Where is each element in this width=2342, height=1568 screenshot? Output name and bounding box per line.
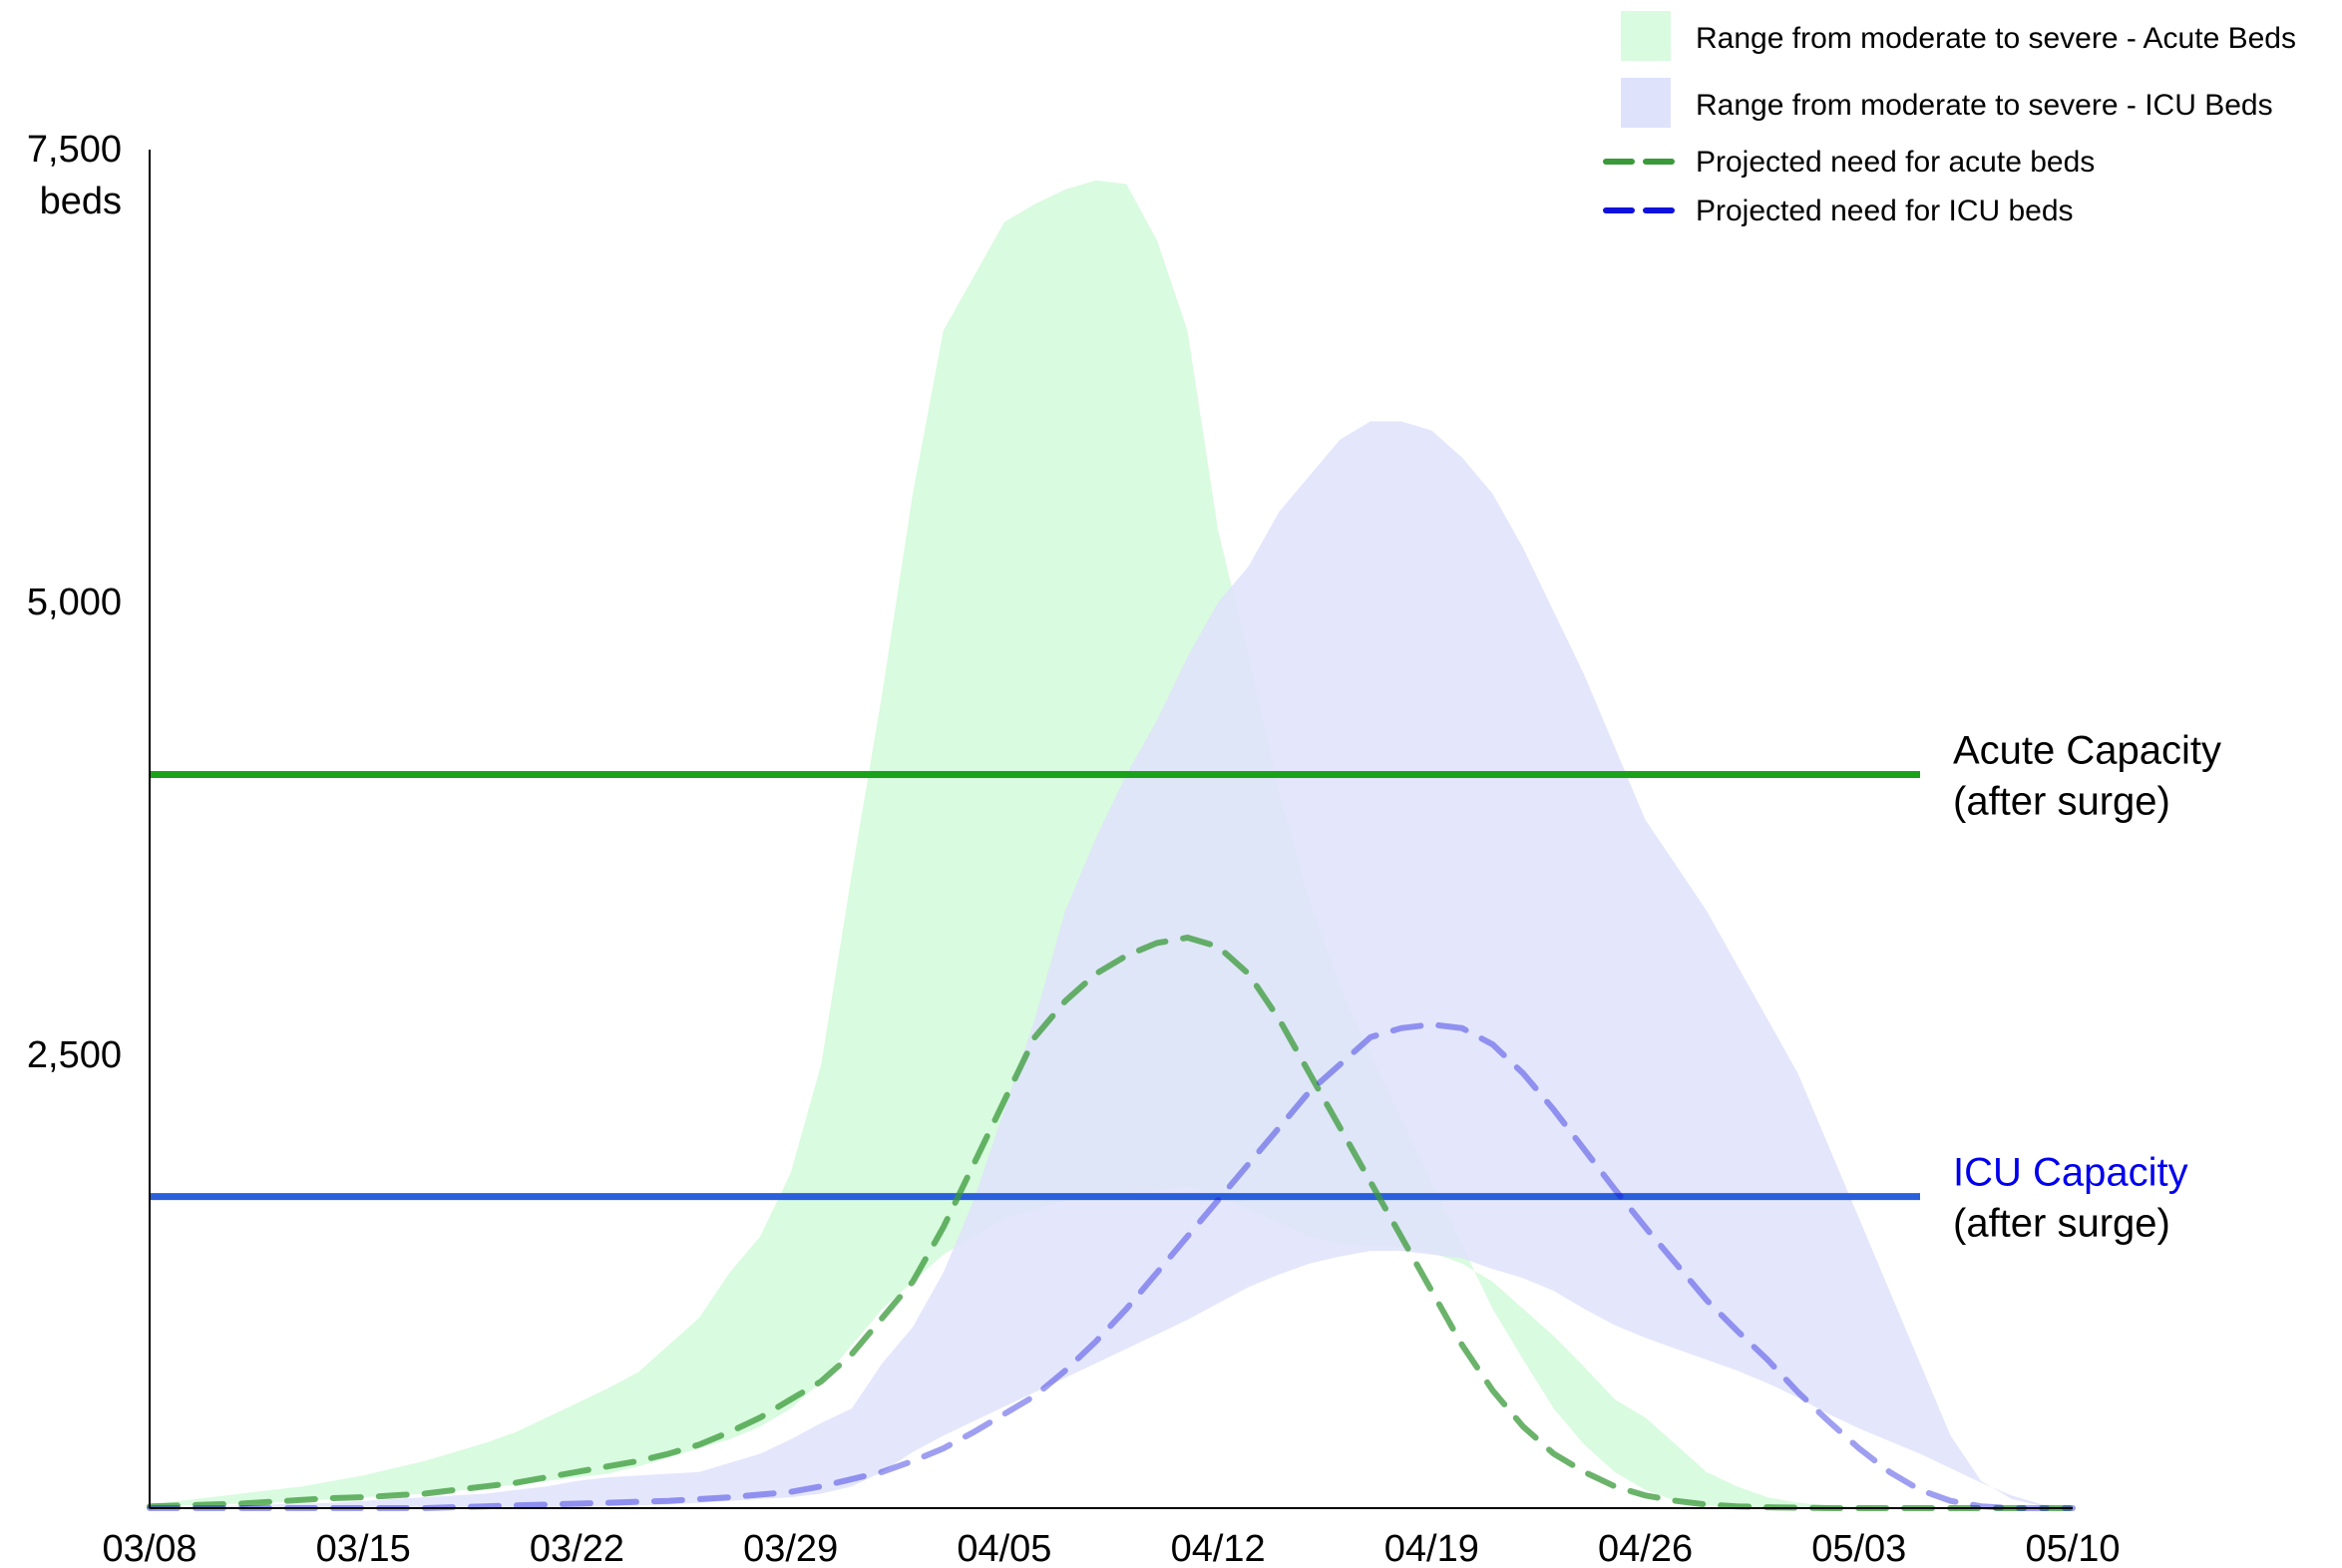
- x-tick-label: 03/08: [102, 1528, 196, 1568]
- axes: [149, 150, 2073, 1509]
- icu-capacity-sublabel: (after surge): [1953, 1202, 2170, 1246]
- y-tick-label: 2,500: [27, 1034, 122, 1076]
- x-tick-label: 05/03: [1811, 1528, 1906, 1568]
- acute-capacity-label: Acute Capacity: [1953, 729, 2221, 773]
- y-tick-label: 5,000: [27, 582, 122, 623]
- legend-label: Projected need for acute beds: [1696, 146, 2095, 179]
- x-tick-label: 04/19: [1384, 1528, 1479, 1568]
- projection-lines: [147, 934, 2076, 1511]
- x-tick-label: 03/15: [316, 1528, 411, 1568]
- series-line-acute: [147, 934, 2076, 1511]
- legend: Range from moderate to severe - Acute Be…: [1603, 11, 2296, 227]
- y-tick-label: 7,500: [27, 129, 122, 171]
- capacity-lines: [150, 771, 1920, 1201]
- capacity-labels: Acute Capacity (after surge) ICU Capacity (…: [1953, 729, 2221, 1246]
- x-tick-labels: 03/08 03/15 03/22 03/29 04/05 04/12 04/19 04/26…: [102, 1528, 2120, 1568]
- y-unit-label: beds: [40, 181, 122, 222]
- acute-capacity-sublabel: (after surge): [1953, 780, 2170, 824]
- series-line-icu: [147, 1021, 2076, 1511]
- legend-label: Projected need for ICU beds: [1696, 195, 2074, 227]
- legend-label: Range from moderate to severe - ICU Beds: [1696, 89, 2273, 122]
- x-tick-label: 03/29: [743, 1528, 838, 1568]
- x-tick-label: 04/26: [1598, 1528, 1693, 1568]
- range-bands: [150, 180, 2073, 1508]
- icu-capacity-label: ICU Capacity: [1953, 1151, 2188, 1195]
- y-tick-labels: 2,500 5,000 7,500: [27, 129, 122, 1076]
- x-tick-label: 03/22: [530, 1528, 624, 1568]
- x-tick-label: 04/12: [1171, 1528, 1266, 1568]
- x-tick-label: 04/05: [957, 1528, 1051, 1568]
- legend-swatch: [1621, 78, 1671, 128]
- x-tick-label: 05/10: [2025, 1528, 2120, 1568]
- legend-swatch: [1621, 11, 1671, 61]
- legend-label: Range from moderate to severe - Acute Be…: [1696, 22, 2296, 55]
